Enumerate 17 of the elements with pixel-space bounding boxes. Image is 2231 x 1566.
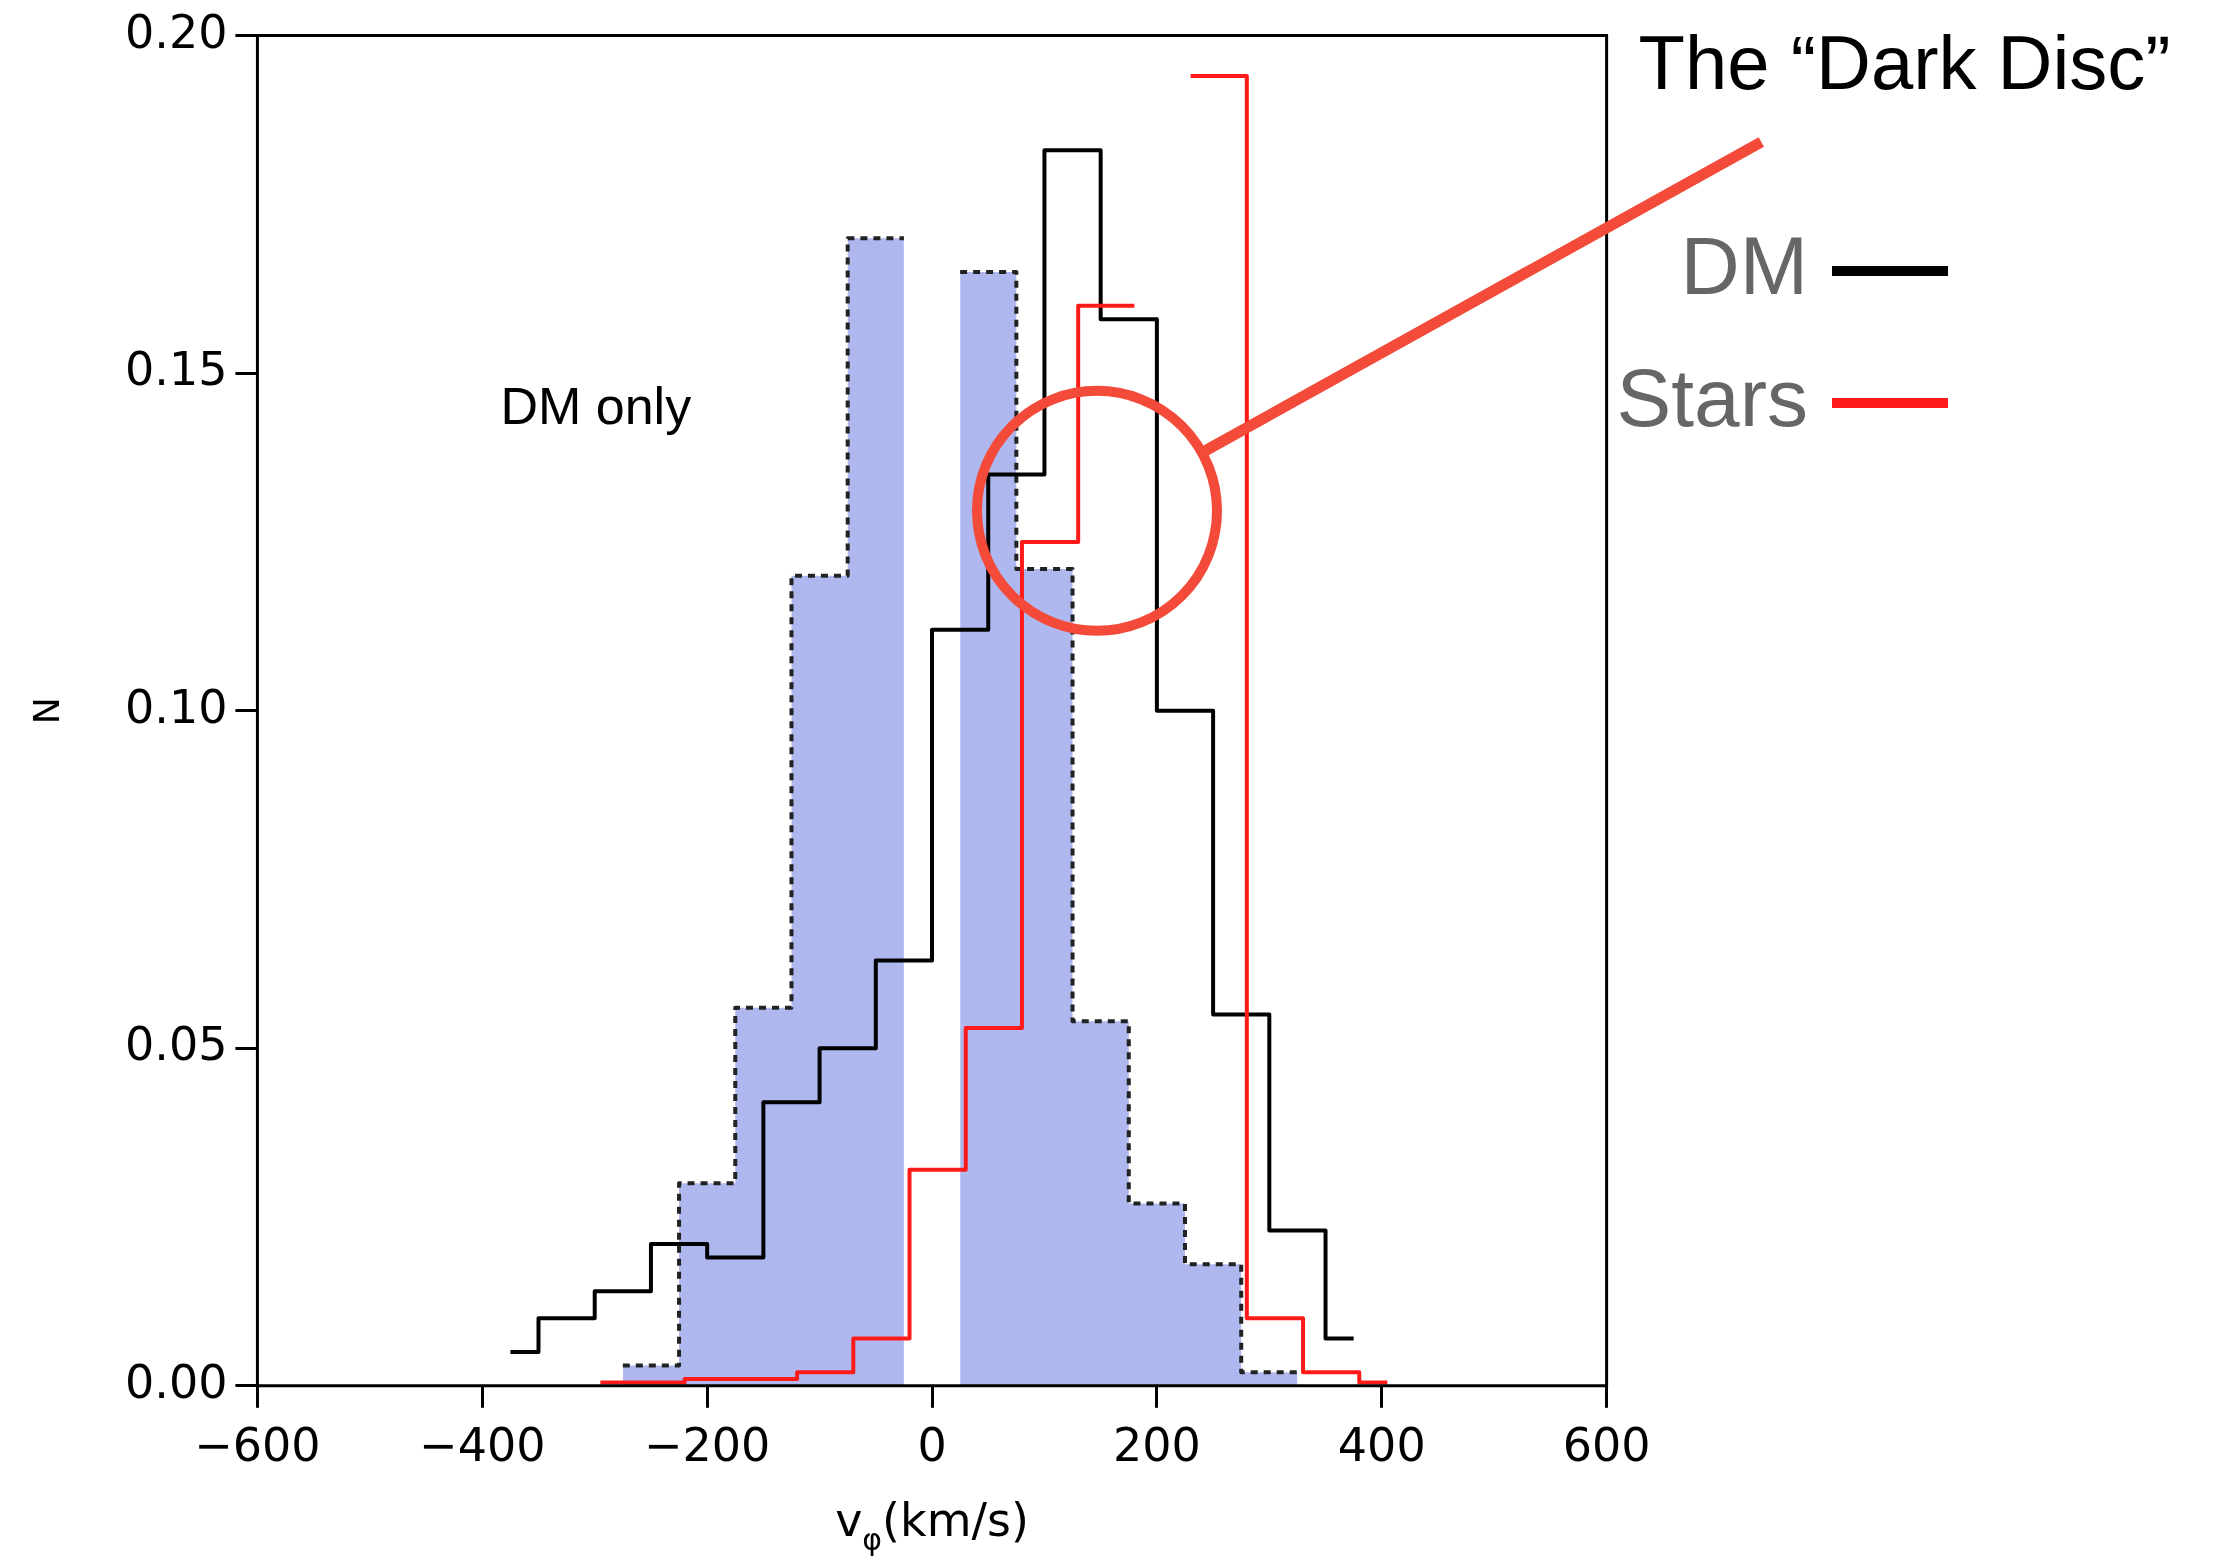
x-tick-label: −600 xyxy=(194,1418,321,1473)
y-tick-label: 0.20 xyxy=(125,4,228,59)
legend-label: Stars xyxy=(1616,351,1808,443)
x-tick-label: −200 xyxy=(643,1418,771,1473)
y-tick-label: 0.10 xyxy=(125,679,228,734)
y-tick-label: 0.15 xyxy=(125,342,228,397)
annotation: DM only xyxy=(500,376,692,435)
text: The “Dark Disc” xyxy=(1638,19,2171,105)
x-tick-label: 0 xyxy=(917,1418,947,1473)
x-tick-label: 600 xyxy=(1562,1418,1651,1473)
x-tick-label: 400 xyxy=(1337,1418,1426,1473)
y-tick-label: 0.00 xyxy=(125,1354,228,1409)
y-tick-label: 0.05 xyxy=(125,1017,228,1072)
x-tick-label: 200 xyxy=(1112,1418,1201,1473)
legend-label: DM xyxy=(1680,219,1808,311)
y-axis-title: N xyxy=(26,697,67,725)
x-tick-label: −400 xyxy=(419,1418,546,1473)
